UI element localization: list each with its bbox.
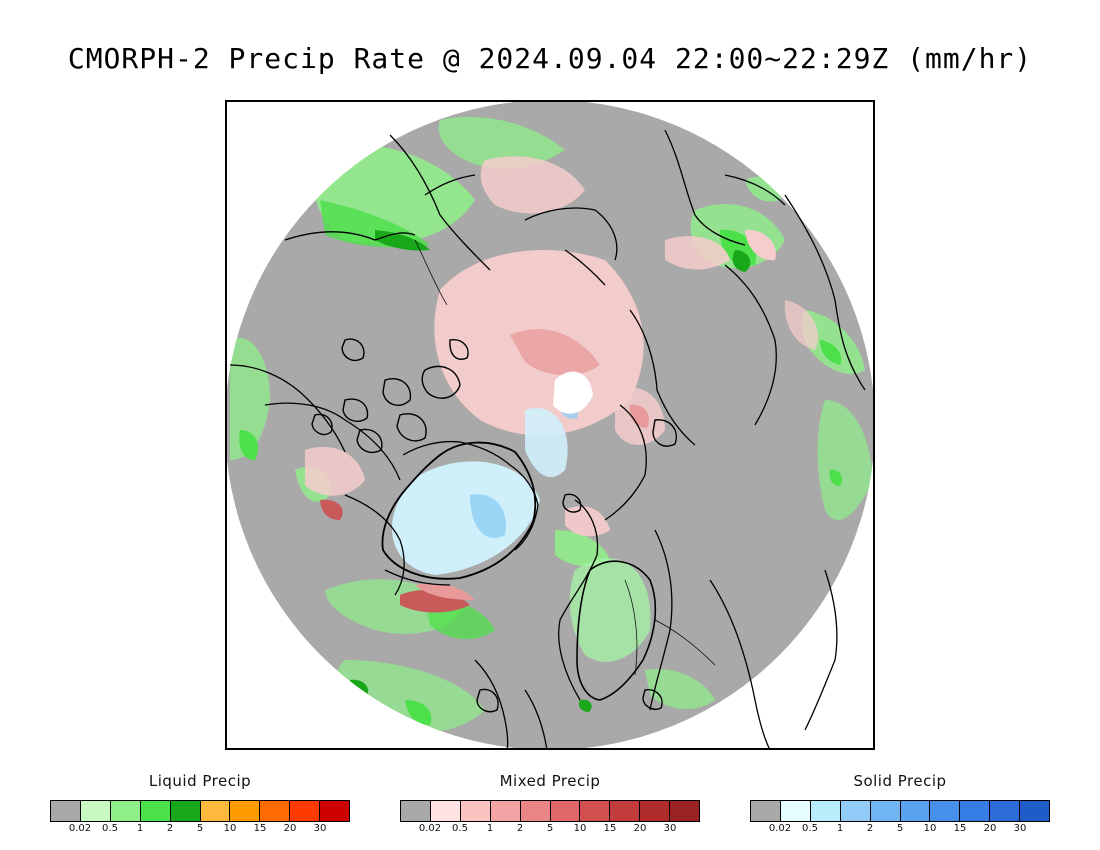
legend-swatch xyxy=(520,801,551,821)
legend-swatch xyxy=(200,801,231,821)
legend-swatch xyxy=(640,801,671,821)
legend-tick-label: 30 xyxy=(1013,823,1027,834)
legend-swatch xyxy=(51,801,81,821)
legend-swatch xyxy=(290,801,321,821)
legend-swatch xyxy=(550,801,581,821)
legend-swatch xyxy=(430,801,461,821)
legend-tick-labels: 0.02 0.5 1 2 5 10 15 20 30 xyxy=(50,822,350,836)
legend-tick-label: 10 xyxy=(923,823,937,834)
legend-swatch xyxy=(810,801,841,821)
legend-tick-label: 2 xyxy=(866,823,874,834)
legend-tick-label: 1 xyxy=(836,823,844,834)
solid-precip-areas xyxy=(391,389,579,575)
coastlines xyxy=(229,129,866,748)
legend-tick-label: 30 xyxy=(313,823,327,834)
legend-swatch xyxy=(780,801,811,821)
legend-colorbar xyxy=(400,800,700,822)
legend-swatch xyxy=(930,801,961,821)
legend-swatch xyxy=(670,801,700,821)
chart-title: CMORPH-2 Precip Rate @ 2024.09.04 22:00~… xyxy=(67,42,1033,75)
legend-tick-label: 0.5 xyxy=(102,823,118,834)
legend-tick-label: 20 xyxy=(983,823,997,834)
legend-swatch xyxy=(140,801,171,821)
greenland-outline xyxy=(381,441,537,580)
legend-tick-label: 10 xyxy=(223,823,237,834)
legend-swatch xyxy=(1020,801,1050,821)
archipelago-outlines xyxy=(311,338,677,713)
legend-tick-label: 2 xyxy=(516,823,524,834)
legend-tick-label: 15 xyxy=(253,823,267,834)
legend-swatch xyxy=(580,801,611,821)
legend-tick-label: 5 xyxy=(196,823,204,834)
map-frame xyxy=(225,100,875,750)
scandinavia-outline xyxy=(576,560,657,701)
legend-swatch xyxy=(870,801,901,821)
legend-tick-label: 5 xyxy=(546,823,554,834)
legend-swatch xyxy=(80,801,111,821)
legend-tick-label: 20 xyxy=(283,823,297,834)
legend-tick-label: 30 xyxy=(663,823,677,834)
legend-swatch xyxy=(401,801,431,821)
legend-tick-label: 1 xyxy=(486,823,494,834)
legend-title: Mixed Precip xyxy=(499,772,601,790)
legend-tick-label: 0.02 xyxy=(768,823,792,834)
legend-tick-label: 0.5 xyxy=(802,823,818,834)
legend-swatch xyxy=(840,801,871,821)
legend-tick-labels: 0.02 0.5 1 2 5 10 15 20 30 xyxy=(400,822,700,836)
legend-swatch xyxy=(460,801,491,821)
legend-mixed: Mixed Precip 0.02 0.5 1 2 5 10 15 20 30 xyxy=(400,772,700,836)
legend-liquid: Liquid Precip 0.02 0.5 1 2 5 10 15 20 30 xyxy=(50,772,350,836)
legend-tick-label: 5 xyxy=(896,823,904,834)
legend-tick-label: 20 xyxy=(633,823,647,834)
legend-swatch xyxy=(260,801,291,821)
legend-tick-label: 10 xyxy=(573,823,587,834)
legend-swatch xyxy=(900,801,931,821)
legend-tick-label: 1 xyxy=(136,823,144,834)
legend-tick-label: 0.02 xyxy=(68,823,92,834)
no-data-area xyxy=(553,371,593,414)
legend-title: Solid Precip xyxy=(853,772,947,790)
legend-swatch xyxy=(490,801,521,821)
legend-tick-label: 2 xyxy=(166,823,174,834)
legend-swatch xyxy=(610,801,641,821)
legend-swatch xyxy=(751,801,781,821)
legend-tick-label: 15 xyxy=(953,823,967,834)
legend-colorbar xyxy=(750,800,1050,822)
legend-swatch xyxy=(170,801,201,821)
legend-swatch xyxy=(110,801,141,821)
legend-tick-label: 0.5 xyxy=(452,823,468,834)
political-borders xyxy=(414,239,716,676)
legend-tick-labels: 0.02 0.5 1 2 5 10 15 20 30 xyxy=(750,822,1050,836)
polar-precip-map xyxy=(227,102,873,748)
legend-tick-label: 15 xyxy=(603,823,617,834)
legend-swatch xyxy=(230,801,261,821)
legend-swatch xyxy=(990,801,1021,821)
legend-tick-label: 0.02 xyxy=(418,823,442,834)
legend-colorbar xyxy=(50,800,350,822)
legend-swatch xyxy=(960,801,991,821)
precip-field xyxy=(227,102,873,748)
legend-swatch xyxy=(320,801,350,821)
legend-title: Liquid Precip xyxy=(148,772,252,790)
legend-solid: Solid Precip 0.02 0.5 1 2 5 10 15 20 30 xyxy=(750,772,1050,836)
